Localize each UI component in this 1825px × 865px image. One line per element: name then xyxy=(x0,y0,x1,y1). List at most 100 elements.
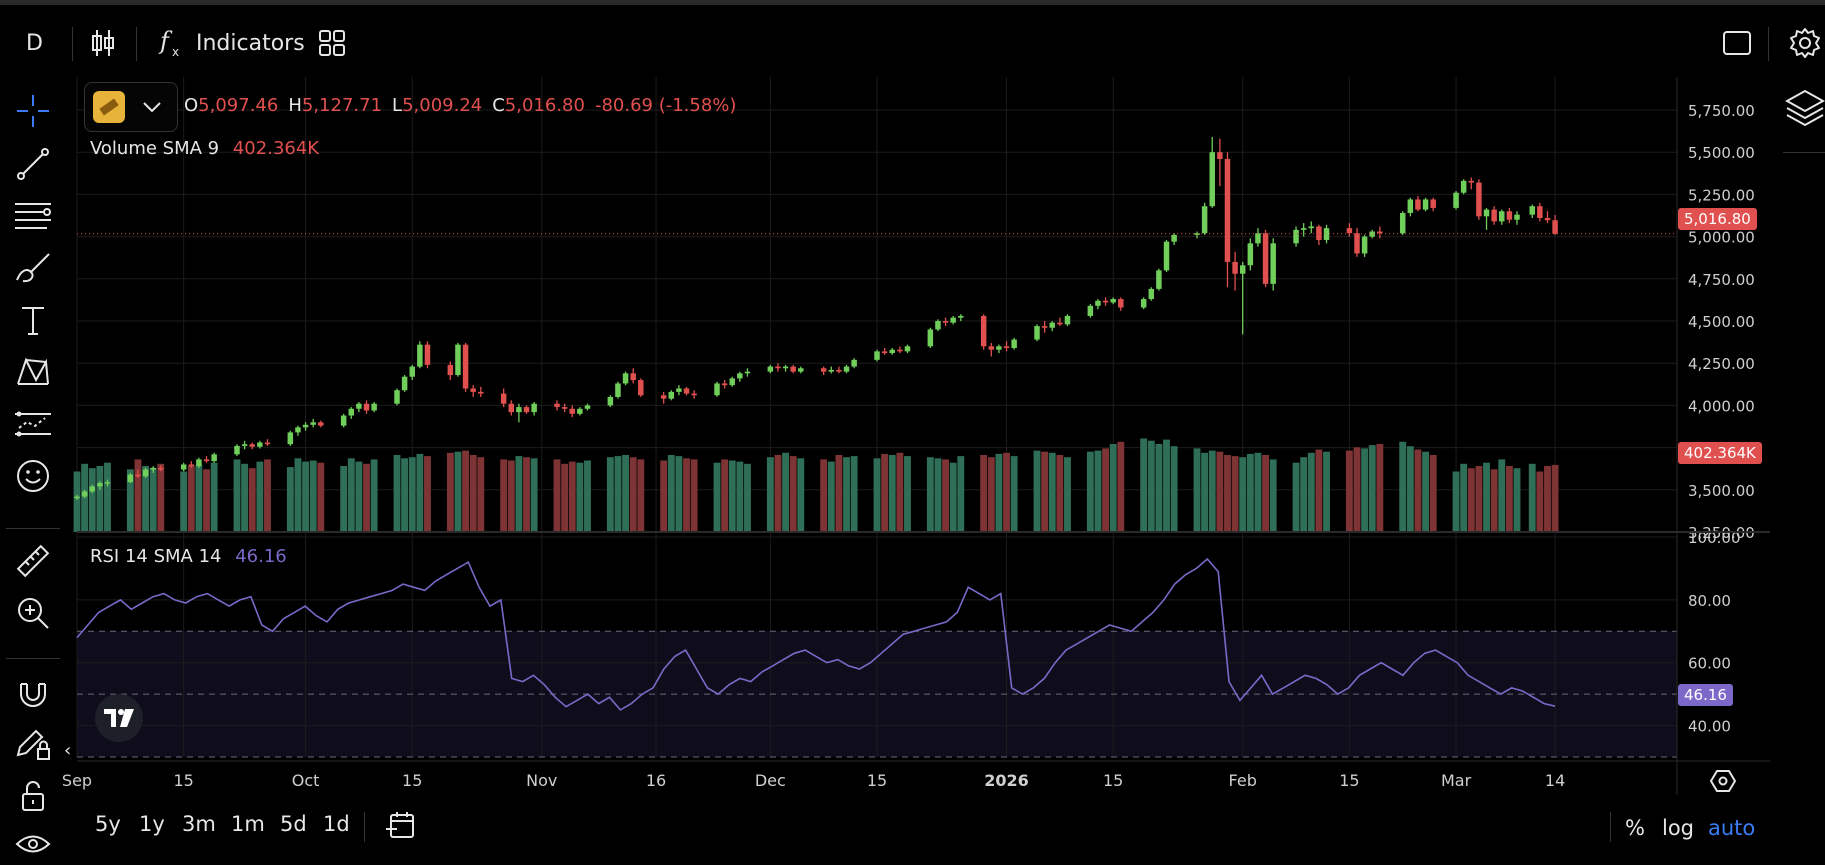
volume-bar xyxy=(980,455,988,532)
candle-body xyxy=(203,459,210,462)
candle-body xyxy=(97,483,103,487)
percent-scale-button[interactable]: % xyxy=(1625,816,1645,840)
range-button[interactable]: 3m xyxy=(182,812,216,836)
volume-bar xyxy=(904,456,911,532)
magnet-tool[interactable] xyxy=(12,671,54,713)
volume-bar xyxy=(1155,444,1163,532)
hide-drawings-tool[interactable] xyxy=(12,823,54,865)
candlesticks xyxy=(74,137,1677,500)
volume-bar xyxy=(1094,450,1102,532)
volume-bar xyxy=(1460,463,1468,532)
price-axis-label: 5,750.00 xyxy=(1688,102,1755,120)
candle-body xyxy=(409,366,415,377)
fib-tool[interactable] xyxy=(12,195,54,237)
tradingview-logo[interactable] xyxy=(95,694,143,742)
fib-icon xyxy=(15,203,51,229)
candle-body xyxy=(516,407,522,413)
volume-bar xyxy=(1147,440,1155,532)
layers-button[interactable] xyxy=(1784,87,1825,135)
rsi-legend[interactable]: RSI 14 SMA 14 46.16 xyxy=(90,546,287,567)
chart-canvas[interactable]: 5,750.00 5,500.00 5,250.00 5,000.00 4,750.00… xyxy=(0,0,1775,853)
sidebar-divider xyxy=(1783,152,1825,153)
volume-bar xyxy=(1452,471,1460,532)
symbol-selector[interactable] xyxy=(84,82,178,132)
volume-bar xyxy=(1551,464,1559,532)
auto-scale-button[interactable]: auto xyxy=(1708,816,1756,840)
volume-bar xyxy=(1269,459,1277,532)
volume-bar xyxy=(180,471,188,532)
candle-body xyxy=(622,373,629,384)
range-button[interactable]: 1d xyxy=(323,812,350,836)
interval-button[interactable]: D xyxy=(26,23,43,63)
toolbar-divider xyxy=(6,528,60,529)
settings-button[interactable] xyxy=(1788,23,1822,63)
goto-date-button[interactable] xyxy=(385,811,417,845)
candle-body xyxy=(1529,206,1535,215)
candle-body xyxy=(798,368,804,372)
candle-body xyxy=(1118,299,1124,308)
candle-body xyxy=(371,403,377,411)
candle-body xyxy=(1483,209,1490,217)
range-button[interactable]: 1m xyxy=(231,812,265,836)
volume-bar xyxy=(987,457,995,532)
candle-body xyxy=(470,388,476,392)
candle-body xyxy=(1057,322,1063,325)
zoom-tool[interactable] xyxy=(12,592,54,634)
volume-bar xyxy=(1224,455,1231,532)
volume-bar xyxy=(896,452,904,532)
volume-bar xyxy=(233,459,241,532)
volume-bar xyxy=(942,459,949,532)
crosshair-tool[interactable] xyxy=(12,90,54,132)
layout-grid-button[interactable] xyxy=(318,23,346,63)
candle-body xyxy=(1232,261,1238,274)
range-button[interactable]: 5y xyxy=(95,812,121,836)
measure-tool[interactable] xyxy=(12,540,54,582)
candle-body xyxy=(1239,265,1246,274)
fullscreen-button[interactable] xyxy=(1722,23,1752,63)
grid-lines xyxy=(76,77,1677,757)
volume-bar xyxy=(309,460,317,532)
lock-drawing-tool[interactable] xyxy=(12,723,54,765)
brush-icon xyxy=(16,253,50,283)
volume-bar xyxy=(1086,451,1094,532)
chart-type-button[interactable] xyxy=(90,23,116,63)
volume-bar xyxy=(766,457,774,532)
candle-body xyxy=(158,467,164,470)
forecast-tool[interactable] xyxy=(12,403,54,445)
time-axis-settings-button[interactable] xyxy=(1709,768,1737,798)
time-axis-label: 2026 xyxy=(984,771,1029,790)
candle-body xyxy=(1171,234,1177,242)
candle-body xyxy=(257,442,263,447)
time-axis-label: Dec xyxy=(755,771,786,790)
volume-bar xyxy=(393,455,401,532)
volume-legend[interactable]: Volume SMA 9 402.364K xyxy=(90,138,319,159)
text-tool[interactable] xyxy=(12,299,54,341)
volume-bar xyxy=(1353,447,1361,532)
collapse-toolbar-button[interactable]: ‹ xyxy=(64,740,71,761)
svg-text:x: x xyxy=(172,45,179,59)
log-scale-button[interactable]: log xyxy=(1662,816,1695,840)
volume-bar xyxy=(713,462,721,532)
volume-bar xyxy=(1262,455,1269,532)
range-button[interactable]: 5d xyxy=(280,812,307,836)
range-button[interactable]: 1y xyxy=(139,812,165,836)
volume-bar xyxy=(370,459,378,532)
candle-body xyxy=(150,467,156,470)
emoji-tool[interactable] xyxy=(12,455,54,497)
brush-tool[interactable] xyxy=(12,247,54,289)
candle-body xyxy=(447,364,454,376)
candle-body xyxy=(142,469,149,477)
candle-body xyxy=(241,444,248,446)
pattern-tool[interactable] xyxy=(12,351,54,393)
open-key: O xyxy=(184,95,199,116)
last-price-text: 5,016.80 xyxy=(1684,210,1751,228)
candle-body xyxy=(1064,315,1071,325)
volume-bar xyxy=(888,455,896,532)
volume-legend-value: 402.364K xyxy=(232,138,320,159)
candle-body xyxy=(104,482,111,484)
volume-bar xyxy=(210,462,218,532)
candle-body xyxy=(927,329,934,347)
lock-all-tool[interactable] xyxy=(12,775,54,817)
trendline-tool[interactable] xyxy=(12,143,54,185)
